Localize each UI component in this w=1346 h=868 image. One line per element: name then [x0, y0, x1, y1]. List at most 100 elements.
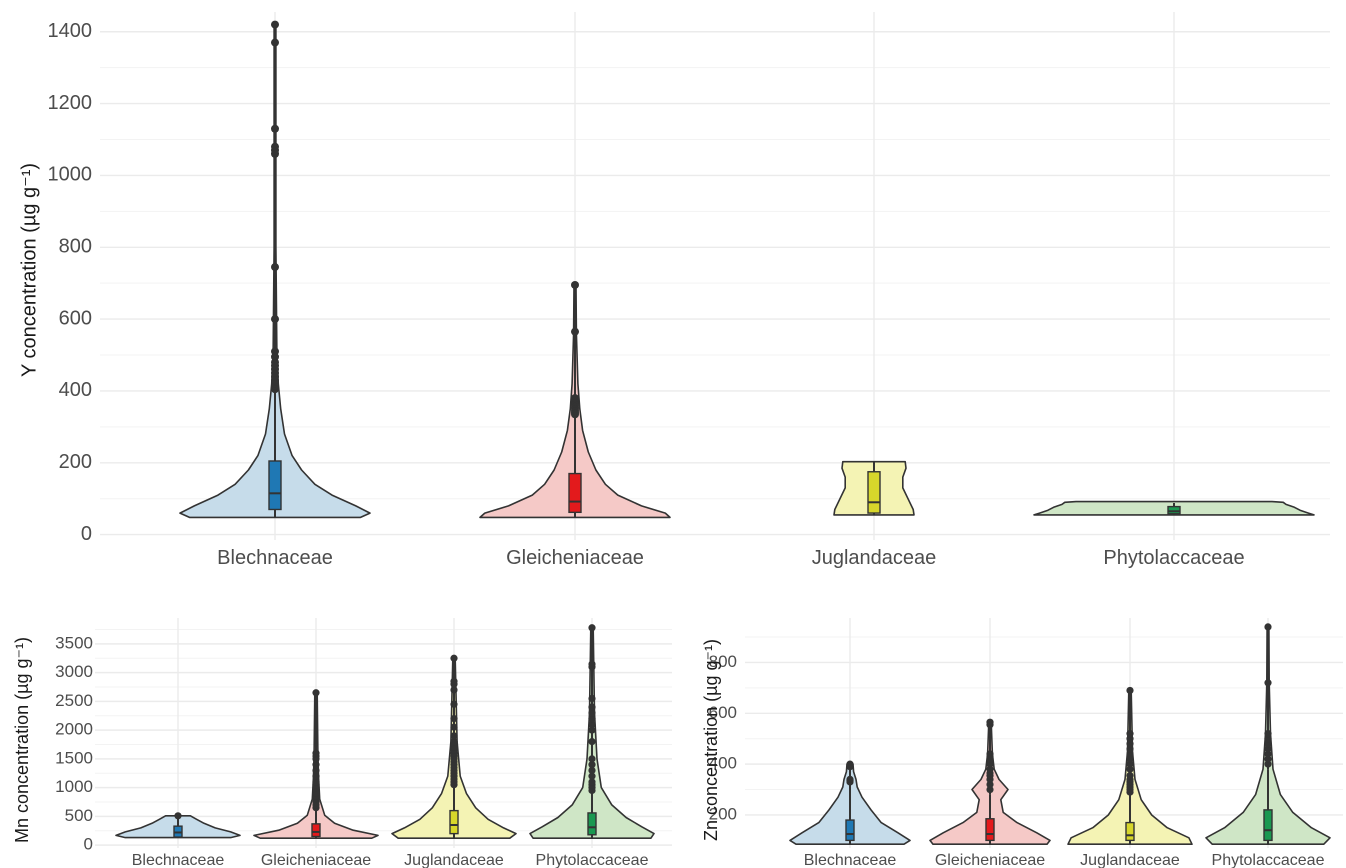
outlier-point: [1264, 755, 1272, 763]
box-phytolaccaceae: [1167, 505, 1181, 515]
outlier-point: [986, 785, 994, 794]
outlier-point: [1126, 760, 1134, 768]
y-tick-label: 1400: [48, 20, 93, 42]
outlier-point: [450, 732, 458, 740]
y-tick-label: 200: [59, 451, 92, 473]
y-tick-label: 1000: [55, 777, 93, 796]
y-tick-label: 2000: [55, 720, 93, 739]
y-tick-label: 800: [709, 652, 737, 671]
outlier-point: [588, 726, 596, 734]
outlier-point: [588, 709, 596, 717]
outlier-point: [271, 38, 279, 47]
y-tick-label: 600: [59, 307, 92, 329]
x-tick-label: Blechnaceae: [804, 852, 897, 868]
outlier-point: [1264, 760, 1272, 768]
outlier-point: [271, 315, 279, 324]
outlier-point: [1126, 740, 1134, 748]
box-juglandaceae: [449, 809, 459, 835]
outlier-point: [271, 124, 279, 133]
y-axis-label: Mn concentration (µg g⁻¹): [12, 637, 32, 843]
x-tick-label: Blechnaceae: [217, 547, 333, 569]
y-tick-label: 1000: [48, 164, 93, 186]
outlier-point: [986, 780, 994, 789]
x-tick-label: Blechnaceae: [132, 852, 225, 868]
box-gleicheniaceae: [985, 818, 995, 842]
y-tick-label: 1500: [55, 748, 93, 767]
y-axis-label: Zn concentration (µg g⁻¹): [701, 639, 721, 841]
outlier-point: [588, 772, 596, 780]
y-tick-label: 200: [709, 804, 737, 823]
outlier-point: [1126, 730, 1134, 738]
box-blechnaceae: [845, 819, 855, 842]
outlier-point: [450, 700, 458, 708]
y-tick-label: 400: [709, 754, 737, 773]
y-tick-label: 0: [81, 523, 92, 545]
box-blechnaceae: [268, 460, 282, 511]
y-tick-label: 400: [59, 379, 92, 401]
x-tick-label: Juglandaceae: [812, 547, 937, 569]
outlier-point: [450, 738, 458, 746]
outlier-point: [450, 686, 458, 694]
outlier-point: [588, 624, 596, 632]
outlier-point: [1264, 679, 1272, 687]
outlier-point: [571, 394, 579, 403]
y-axis-label: Y concentration (µg g⁻¹): [18, 163, 40, 377]
x-tick-label: Gleicheniaceae: [935, 852, 1045, 868]
outlier-point: [271, 263, 279, 272]
outlier-point: [1264, 740, 1272, 748]
outlier-point: [174, 812, 182, 820]
outlier-point: [312, 689, 320, 697]
box-juglandaceae: [867, 471, 881, 514]
outlier-point: [1264, 745, 1272, 753]
chart-panel-1: 0 200 400 600 800 1000 1200 1400 Y concentration…: [18, 12, 1330, 569]
outlier-point: [450, 654, 458, 662]
y-tick-label: 3000: [55, 662, 93, 681]
outlier-point: [271, 347, 279, 356]
x-tick-label: Juglandaceae: [1080, 852, 1180, 868]
outlier-point: [571, 327, 579, 336]
outlier-point: [271, 20, 279, 29]
outlier-point: [450, 723, 458, 731]
outlier-point: [986, 718, 994, 726]
outlier-point: [1126, 750, 1134, 758]
outlier-point: [1264, 750, 1272, 758]
outlier-point: [312, 772, 320, 780]
box-gleicheniaceae: [311, 823, 321, 838]
outlier-point: [1126, 686, 1134, 695]
outlier-point: [986, 760, 994, 768]
outlier-point: [312, 778, 320, 786]
y-tick-label: 1200: [48, 92, 93, 114]
x-tick-label: Gleicheniaceae: [506, 547, 644, 569]
outlier-point: [588, 778, 596, 786]
outlier-point: [1126, 765, 1134, 773]
outlier-point: [588, 761, 596, 769]
outlier-point: [588, 694, 596, 703]
y-tick-label: 3500: [55, 633, 93, 652]
outlier-point: [588, 738, 596, 746]
x-tick-label: Phytolaccaceae: [1212, 852, 1325, 868]
outlier-point: [450, 677, 458, 685]
y-tick-label: 2500: [55, 691, 93, 710]
outlier-point: [450, 715, 458, 723]
outlier-point: [986, 765, 994, 773]
outlier-point: [986, 750, 994, 758]
outlier-point: [312, 761, 320, 769]
outlier-point: [588, 703, 596, 711]
box-phytolaccaceae: [1263, 809, 1273, 842]
y-tick-label: 0: [84, 835, 93, 854]
outlier-point: [312, 749, 320, 757]
outlier-point: [1264, 735, 1272, 743]
x-tick-label: Juglandaceae: [404, 852, 504, 868]
outlier-point: [588, 766, 596, 774]
box-phytolaccaceae: [587, 812, 597, 836]
outlier-point: [1126, 735, 1134, 743]
y-tick-label: 600: [709, 703, 737, 722]
x-tick-label: Phytolaccaceae: [1103, 547, 1244, 569]
outlier-point: [271, 142, 279, 151]
chart-panel-2: 0 500 1000 1500 2000 2500 3000 3500 Mn concentra…: [12, 618, 672, 868]
outlier-point: [1264, 730, 1272, 738]
outlier-point: [1126, 771, 1134, 780]
x-tick-label: Phytolaccaceae: [536, 852, 649, 868]
outlier-point: [571, 280, 579, 289]
